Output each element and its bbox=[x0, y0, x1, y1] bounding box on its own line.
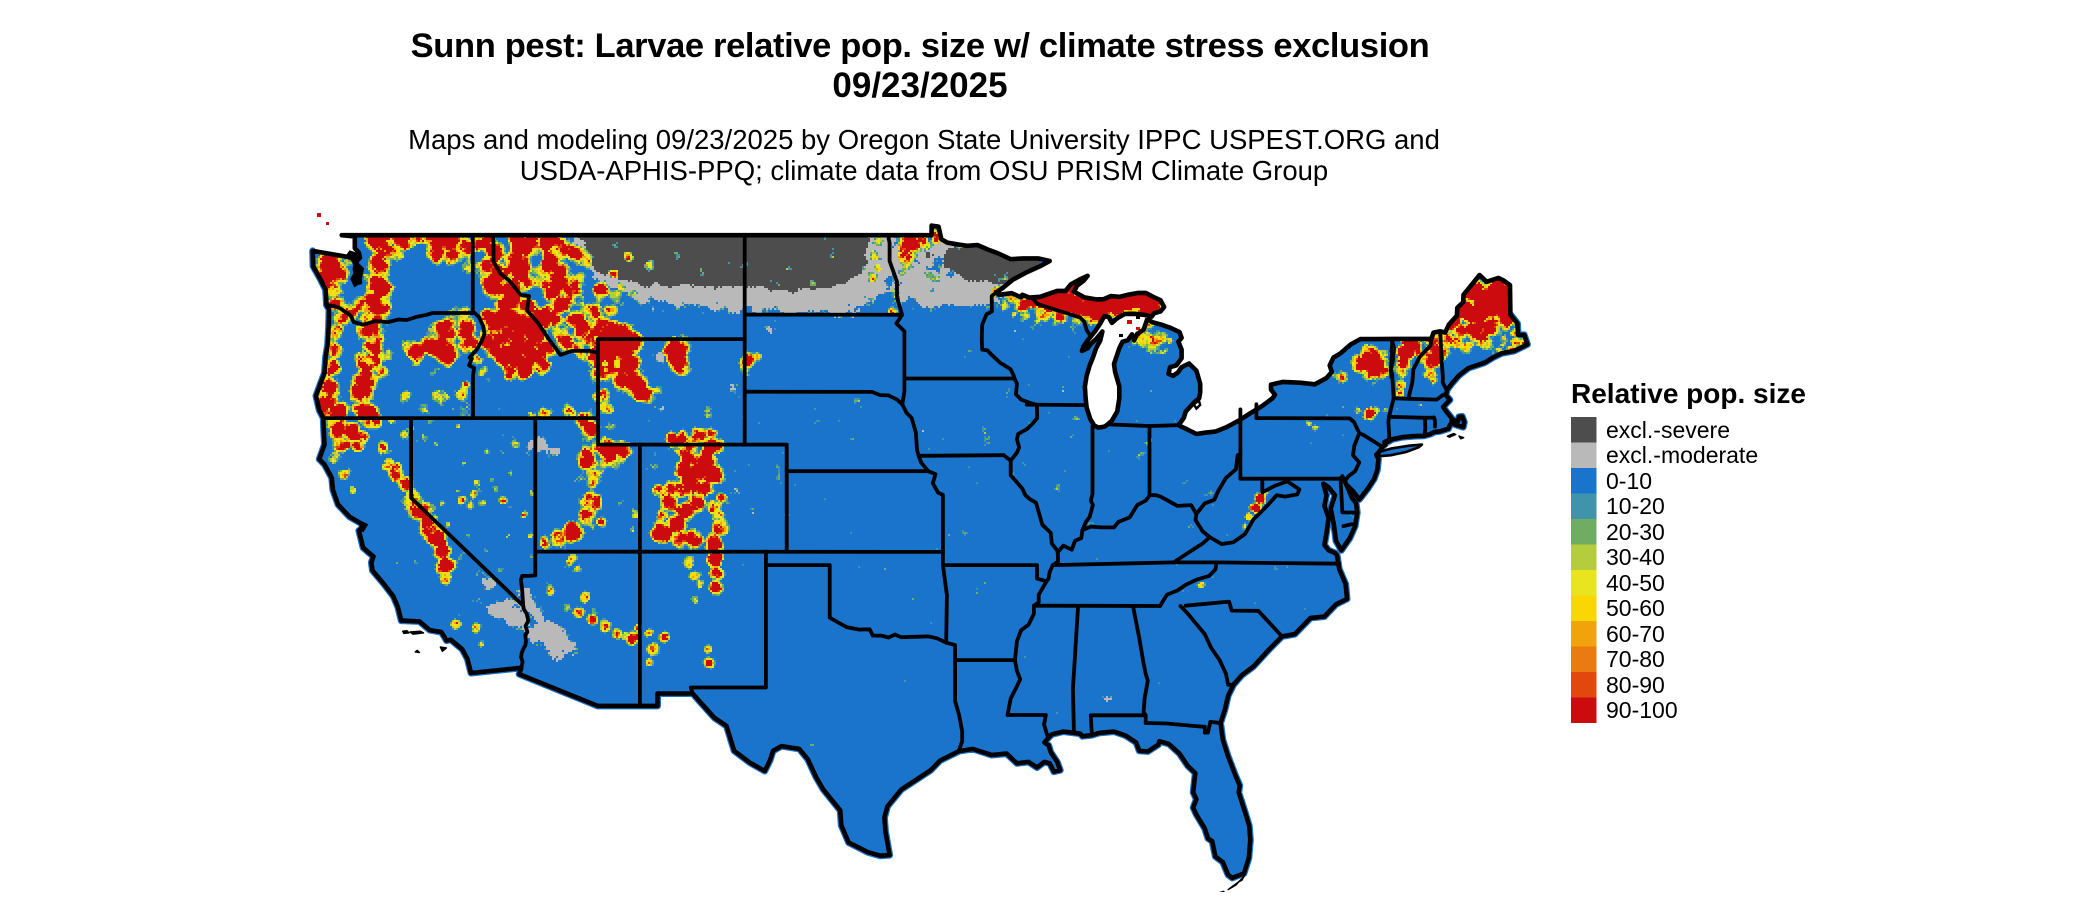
svg-text:60-70: 60-70 bbox=[1606, 621, 1665, 647]
svg-text:20-30: 20-30 bbox=[1606, 519, 1665, 545]
svg-text:0-10: 0-10 bbox=[1606, 468, 1652, 494]
svg-text:excl.-severe: excl.-severe bbox=[1606, 417, 1730, 443]
svg-text:50-60: 50-60 bbox=[1606, 595, 1665, 621]
svg-text:90-100: 90-100 bbox=[1606, 697, 1678, 723]
svg-text:30-40: 30-40 bbox=[1606, 544, 1665, 570]
svg-text:40-50: 40-50 bbox=[1606, 570, 1665, 596]
svg-text:excl.-moderate: excl.-moderate bbox=[1606, 442, 1758, 468]
svg-text:Sunn pest: Larvae relative pop: Sunn pest: Larvae relative pop. size w/ … bbox=[411, 27, 1430, 65]
svg-text:10-20: 10-20 bbox=[1606, 493, 1665, 519]
svg-text:Maps and modeling 09/23/2025 b: Maps and modeling 09/23/2025 by Oregon S… bbox=[408, 124, 1440, 155]
svg-text:USDA-APHIS-PPQ; climate data f: USDA-APHIS-PPQ; climate data from OSU PR… bbox=[520, 155, 1328, 186]
svg-text:Relative pop. size: Relative pop. size bbox=[1571, 378, 1806, 409]
svg-text:80-90: 80-90 bbox=[1606, 672, 1665, 698]
svg-text:09/23/2025: 09/23/2025 bbox=[832, 66, 1007, 105]
svg-text:70-80: 70-80 bbox=[1606, 646, 1665, 672]
